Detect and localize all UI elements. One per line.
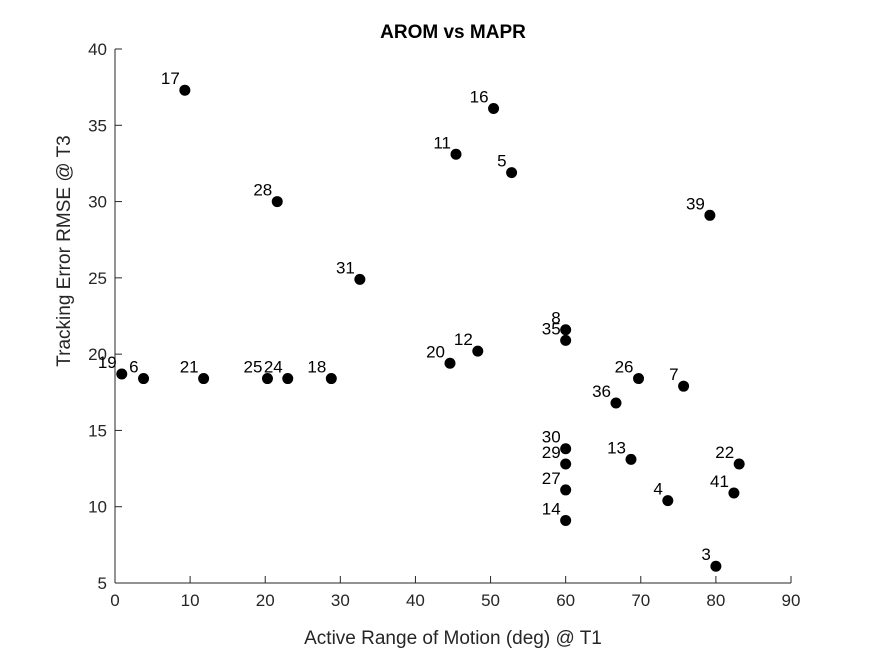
point-label: 13 [607,438,626,457]
point-label: 5 [497,152,506,171]
chart-title: AROM vs MAPR [380,22,526,43]
point-label: 28 [253,181,272,200]
x-tick-label: 30 [331,591,350,610]
data-point [728,487,740,499]
point-label: 7 [669,365,678,384]
data-point [179,84,191,96]
data-point [704,209,716,221]
y-tick-label: 5 [98,574,107,593]
data-point [444,357,456,369]
data-point [325,373,337,385]
point-label: 35 [542,319,561,338]
point-label: 17 [161,69,180,88]
data-point [625,453,637,465]
point-label: 39 [686,194,705,213]
point-label: 26 [615,358,634,377]
data-point [662,495,674,507]
point-label: 25 [244,358,263,377]
point-label: 24 [264,358,283,377]
data-point [710,560,722,572]
x-tick-label: 50 [481,591,500,610]
data-point [633,373,645,385]
y-axis-label: Tracking Error RMSE @ T3 [54,135,75,367]
data-point [271,196,283,208]
point-label: 16 [470,88,489,107]
point-label: 30 [542,428,561,447]
point-label: 6 [129,358,138,377]
point-label: 3 [701,545,710,564]
data-point [261,373,273,385]
point-label: 20 [426,342,445,361]
point-label: 27 [542,469,561,488]
point-label: 14 [542,499,561,518]
point-label: 36 [592,382,611,401]
y-tick-label: 10 [88,498,107,517]
point-label: 29 [542,443,561,462]
data-point [138,373,150,385]
point-label: 4 [653,480,662,499]
x-tick-label: 10 [181,591,200,610]
point-label: 11 [433,133,451,152]
data-point [560,514,572,526]
data-point [506,167,518,179]
point-label: 12 [454,330,473,349]
data-point [472,345,484,357]
x-tick-label: 90 [782,591,801,610]
data-point [198,373,210,385]
data-point [450,148,462,160]
point-label: 22 [715,443,734,462]
data-point [116,368,128,380]
data-point [354,273,366,285]
data-point [678,380,690,392]
x-tick-label: 70 [631,591,650,610]
point-label: 19 [98,353,117,372]
y-tick-label: 40 [88,40,107,59]
y-tick-label: 35 [88,116,107,135]
point-label: 8 [551,309,560,328]
x-tick-label: 60 [556,591,575,610]
data-point [610,397,622,409]
y-tick-label: 30 [88,193,107,212]
data-point [560,458,572,470]
point-label: 21 [180,358,199,377]
point-label: 31 [336,258,355,277]
data-point [560,443,572,455]
data-point [733,458,745,470]
x-tick-label: 80 [706,591,725,610]
y-tick-label: 15 [88,421,107,440]
data-point [560,334,572,346]
data-point [560,324,572,336]
y-tick-label: 25 [88,269,107,288]
x-tick-label: 20 [256,591,275,610]
data-point [560,484,572,496]
x-tick-label: 40 [406,591,425,610]
x-tick-label: 0 [110,591,119,610]
y-tick-label: 20 [88,345,107,364]
data-points: 17 16 11 5 28 39 31 835 12 20 19 6 21 25 24 18 26 7 36 3029… [98,69,745,572]
x-axis-label: Active Range of Motion (deg) @ T1 [304,628,602,649]
point-label: 41 [710,472,729,491]
data-point [282,373,294,385]
point-label: 18 [307,358,326,377]
data-point [488,103,500,115]
